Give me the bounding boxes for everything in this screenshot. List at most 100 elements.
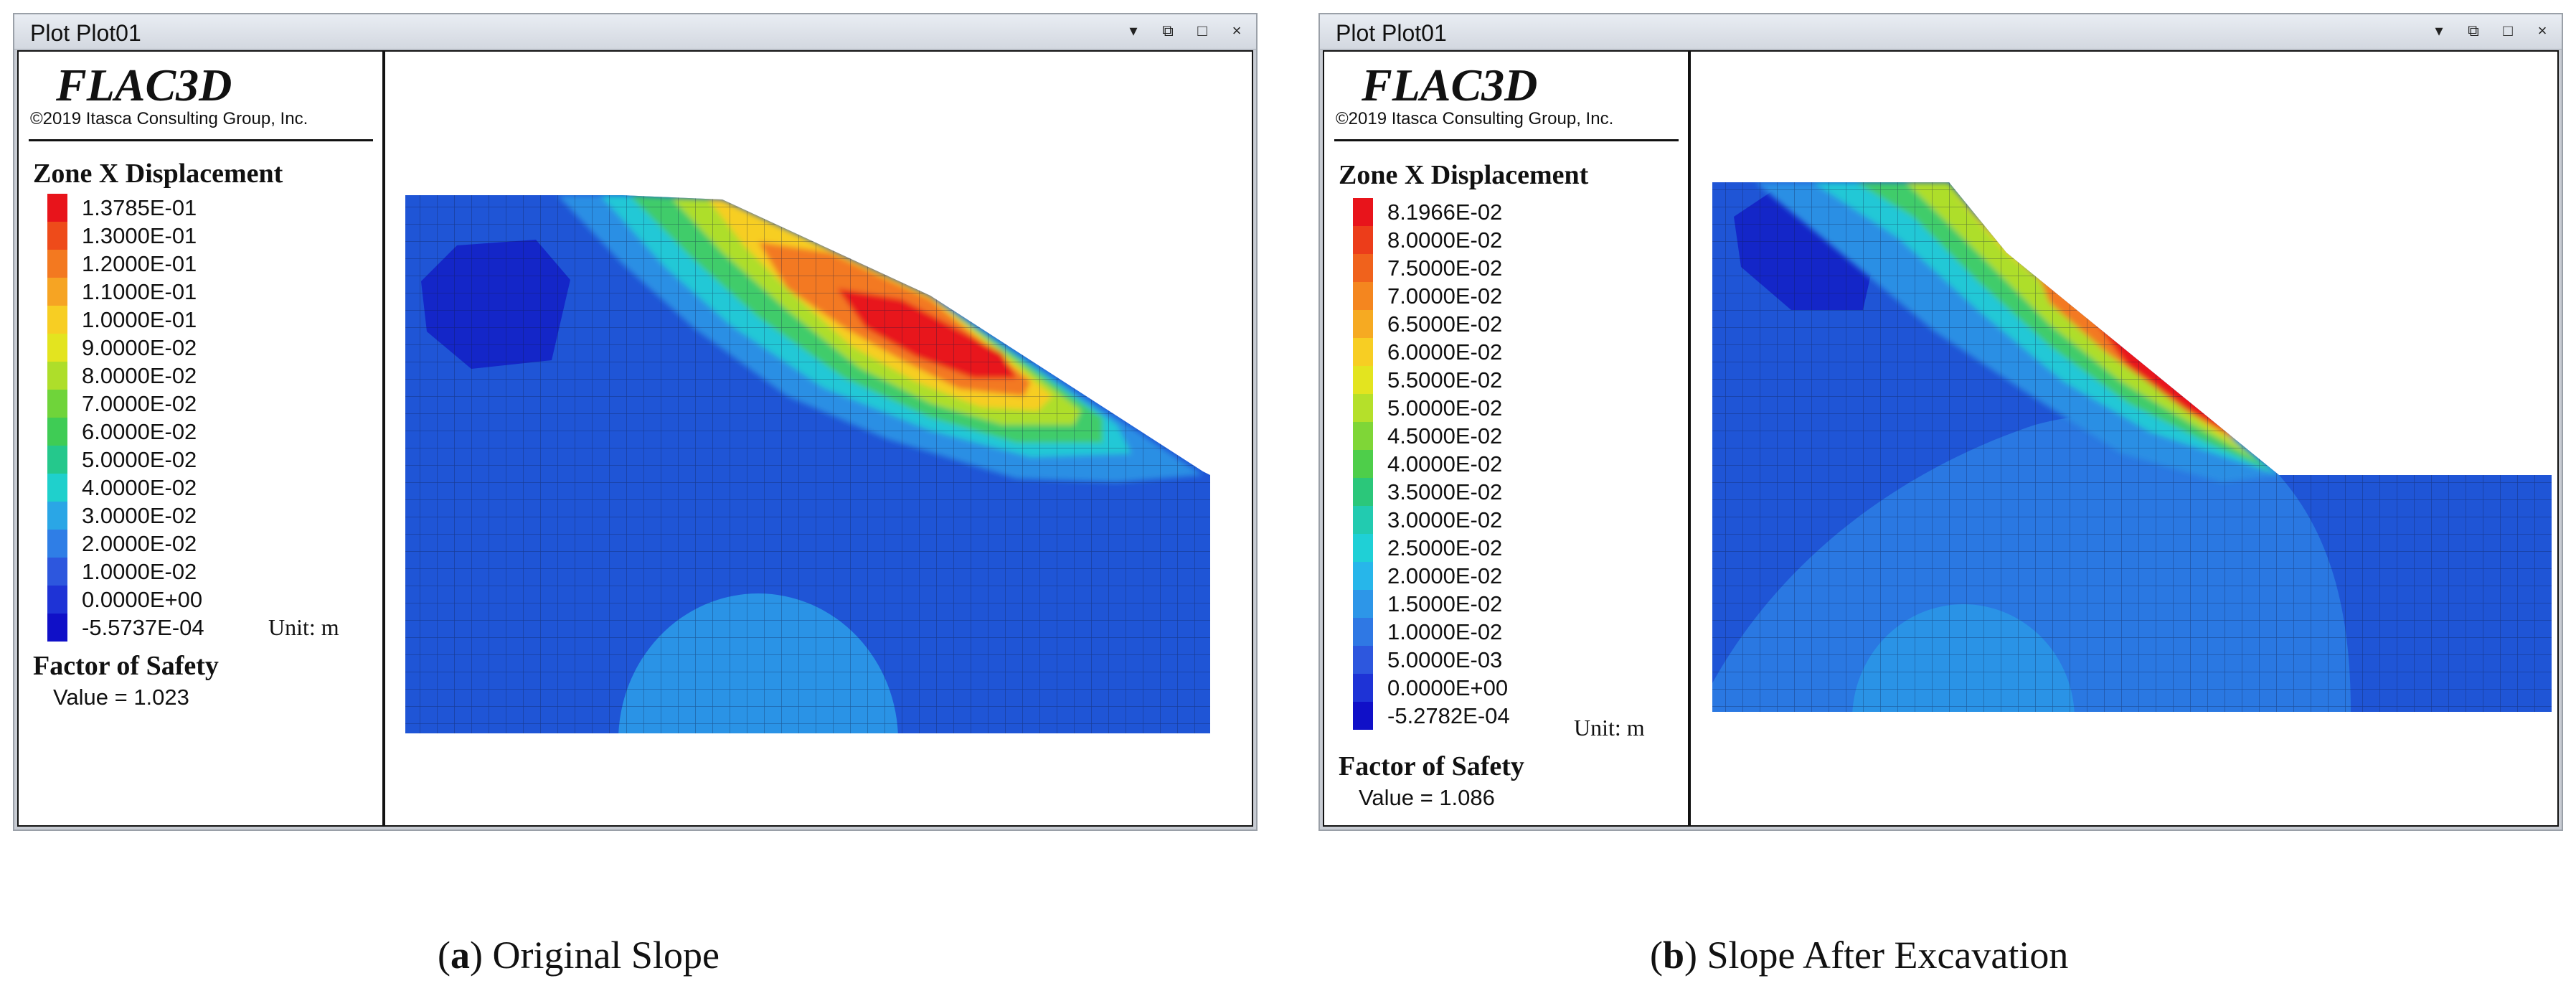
legend-label: 4.0000E-02 bbox=[1387, 451, 1503, 476]
legend-swatch bbox=[1353, 366, 1373, 394]
legend-swatch bbox=[47, 614, 67, 642]
model-view[interactable] bbox=[1691, 52, 2557, 825]
legend-swatch bbox=[1353, 562, 1373, 590]
legend-label: 1.3000E-01 bbox=[82, 223, 197, 248]
legend-swatch bbox=[1353, 422, 1373, 450]
plot-window-a: Plot Plot01 ▾ ⧉ □ × FLAC3D ©2019 Itasca … bbox=[13, 13, 1258, 831]
legend-label: 5.0000E-03 bbox=[1387, 647, 1503, 672]
legend-swatch bbox=[47, 558, 67, 586]
maximize-icon[interactable]: □ bbox=[2503, 22, 2513, 39]
legend-swatch bbox=[47, 194, 67, 222]
legend-label: -5.2782E-04 bbox=[1387, 703, 1510, 728]
fos-title: Factor of Safety bbox=[1339, 751, 1524, 781]
legend-swatch bbox=[1353, 618, 1373, 646]
window-titlebar[interactable]: Plot Plot01 ▾ ⧉ □ × bbox=[14, 14, 1256, 50]
app-name: FLAC3D bbox=[56, 60, 232, 111]
caption-text: Slope After Excavation bbox=[1697, 934, 2069, 977]
unit-label: Unit: m bbox=[1574, 715, 1645, 741]
legend-swatch bbox=[1353, 394, 1373, 422]
caption-text: Original Slope bbox=[482, 934, 720, 977]
legend-swatch bbox=[47, 390, 67, 418]
window-title: Plot Plot01 bbox=[1336, 20, 1447, 46]
legend-label: 7.0000E-02 bbox=[82, 391, 197, 416]
legend-swatch bbox=[1353, 254, 1373, 282]
legend-swatch bbox=[47, 278, 67, 306]
legend-label: 5.0000E-02 bbox=[82, 447, 197, 472]
legend-label: 8.0000E-02 bbox=[1387, 227, 1503, 253]
legend-label: 1.5000E-02 bbox=[1387, 591, 1503, 616]
legend-swatch bbox=[1353, 646, 1373, 674]
app-name: FLAC3D bbox=[1362, 60, 1538, 111]
plot-window-b: Plot Plot01 ▾ ⧉ □ × FLAC3D ©2019 Itasca … bbox=[1318, 13, 2563, 831]
legend-swatch bbox=[1353, 282, 1373, 310]
legend-label: 1.1000E-01 bbox=[82, 279, 197, 304]
legend-swatch bbox=[1353, 478, 1373, 506]
legend-label: 1.0000E-02 bbox=[82, 559, 197, 584]
legend-swatch bbox=[1353, 590, 1373, 618]
maximize-icon[interactable]: □ bbox=[1197, 22, 1207, 39]
legend-label: 3.5000E-02 bbox=[1387, 479, 1503, 504]
window-titlebar[interactable]: Plot Plot01 ▾ ⧉ □ × bbox=[1320, 14, 2562, 50]
legend-swatch bbox=[47, 222, 67, 250]
caption-letter: a bbox=[450, 934, 470, 977]
unit-label: Unit: m bbox=[268, 614, 339, 640]
close-icon[interactable]: × bbox=[1232, 22, 1242, 39]
legend-label: 9.0000E-02 bbox=[82, 335, 197, 360]
legend-title: Zone X Displacement bbox=[1339, 160, 1589, 190]
copyright-text: ©2019 Itasca Consulting Group, Inc. bbox=[1336, 109, 1614, 128]
legend-label: 2.5000E-02 bbox=[1387, 535, 1503, 560]
legend-label: 1.0000E-01 bbox=[82, 307, 197, 332]
legend-swatch bbox=[1353, 310, 1373, 338]
legend-label: 7.0000E-02 bbox=[1387, 283, 1503, 309]
window-title: Plot Plot01 bbox=[30, 20, 141, 46]
copyright-text: ©2019 Itasca Consulting Group, Inc. bbox=[30, 109, 308, 128]
legend-label: 1.3785E-01 bbox=[82, 195, 197, 220]
legend-swatch bbox=[47, 418, 67, 446]
legend-swatch bbox=[1353, 450, 1373, 478]
displacement-contour-plot-a bbox=[405, 195, 1210, 733]
restore-icon[interactable]: ⧉ bbox=[2468, 22, 2479, 39]
legend-label: 5.0000E-02 bbox=[1387, 395, 1503, 421]
legend-label: 6.0000E-02 bbox=[1387, 339, 1503, 365]
legend-swatch bbox=[47, 250, 67, 278]
legend-label: 1.2000E-01 bbox=[82, 251, 197, 276]
dropdown-icon[interactable]: ▾ bbox=[2435, 22, 2443, 39]
legend-label: 4.5000E-02 bbox=[1387, 423, 1503, 448]
legend-swatch bbox=[47, 530, 67, 558]
legend-swatch bbox=[47, 446, 67, 474]
legend-swatch bbox=[1353, 338, 1373, 366]
legend-label: 1.0000E-02 bbox=[1387, 619, 1503, 644]
plot-content: FLAC3D ©2019 Itasca Consulting Group, In… bbox=[17, 50, 1253, 827]
legend-label: -5.5737E-04 bbox=[82, 615, 204, 640]
fos-title: Factor of Safety bbox=[33, 651, 219, 681]
legend-swatch bbox=[1353, 198, 1373, 226]
fos-value: Value = 1.023 bbox=[53, 685, 189, 710]
legend-panel: FLAC3D ©2019 Itasca Consulting Group, In… bbox=[1324, 52, 1691, 825]
legend-title: Zone X Displacement bbox=[33, 159, 283, 189]
fos-value: Value = 1.086 bbox=[1359, 785, 1495, 810]
restore-icon[interactable]: ⧉ bbox=[1162, 22, 1174, 39]
legend-divider bbox=[1334, 139, 1679, 141]
legend-swatch bbox=[47, 334, 67, 362]
legend-label: 4.0000E-02 bbox=[82, 475, 197, 500]
plot-content: FLAC3D ©2019 Itasca Consulting Group, In… bbox=[1323, 50, 2559, 827]
legend-swatch bbox=[47, 502, 67, 530]
legend-label: 5.5000E-02 bbox=[1387, 367, 1503, 393]
legend-panel: FLAC3D ©2019 Itasca Consulting Group, In… bbox=[19, 52, 385, 825]
legend-swatch bbox=[47, 362, 67, 390]
model-view[interactable] bbox=[385, 52, 1252, 825]
caption-a: (a) Original Slope bbox=[438, 934, 720, 977]
legend-label: 8.0000E-02 bbox=[82, 363, 197, 388]
legend-divider bbox=[29, 139, 373, 141]
legend-label: 7.5000E-02 bbox=[1387, 255, 1503, 281]
dropdown-icon[interactable]: ▾ bbox=[1129, 22, 1138, 39]
legend-label: 6.0000E-02 bbox=[82, 419, 197, 444]
caption-b: (b) Slope After Excavation bbox=[1650, 934, 2069, 977]
legend-swatch bbox=[1353, 534, 1373, 562]
displacement-contour-plot-b bbox=[1712, 182, 2552, 712]
close-icon[interactable]: × bbox=[2537, 22, 2547, 39]
legend-swatch bbox=[47, 306, 67, 334]
legend-label: 6.5000E-02 bbox=[1387, 311, 1503, 337]
legend-label: 3.0000E-02 bbox=[82, 503, 197, 528]
legend-swatch bbox=[1353, 226, 1373, 254]
